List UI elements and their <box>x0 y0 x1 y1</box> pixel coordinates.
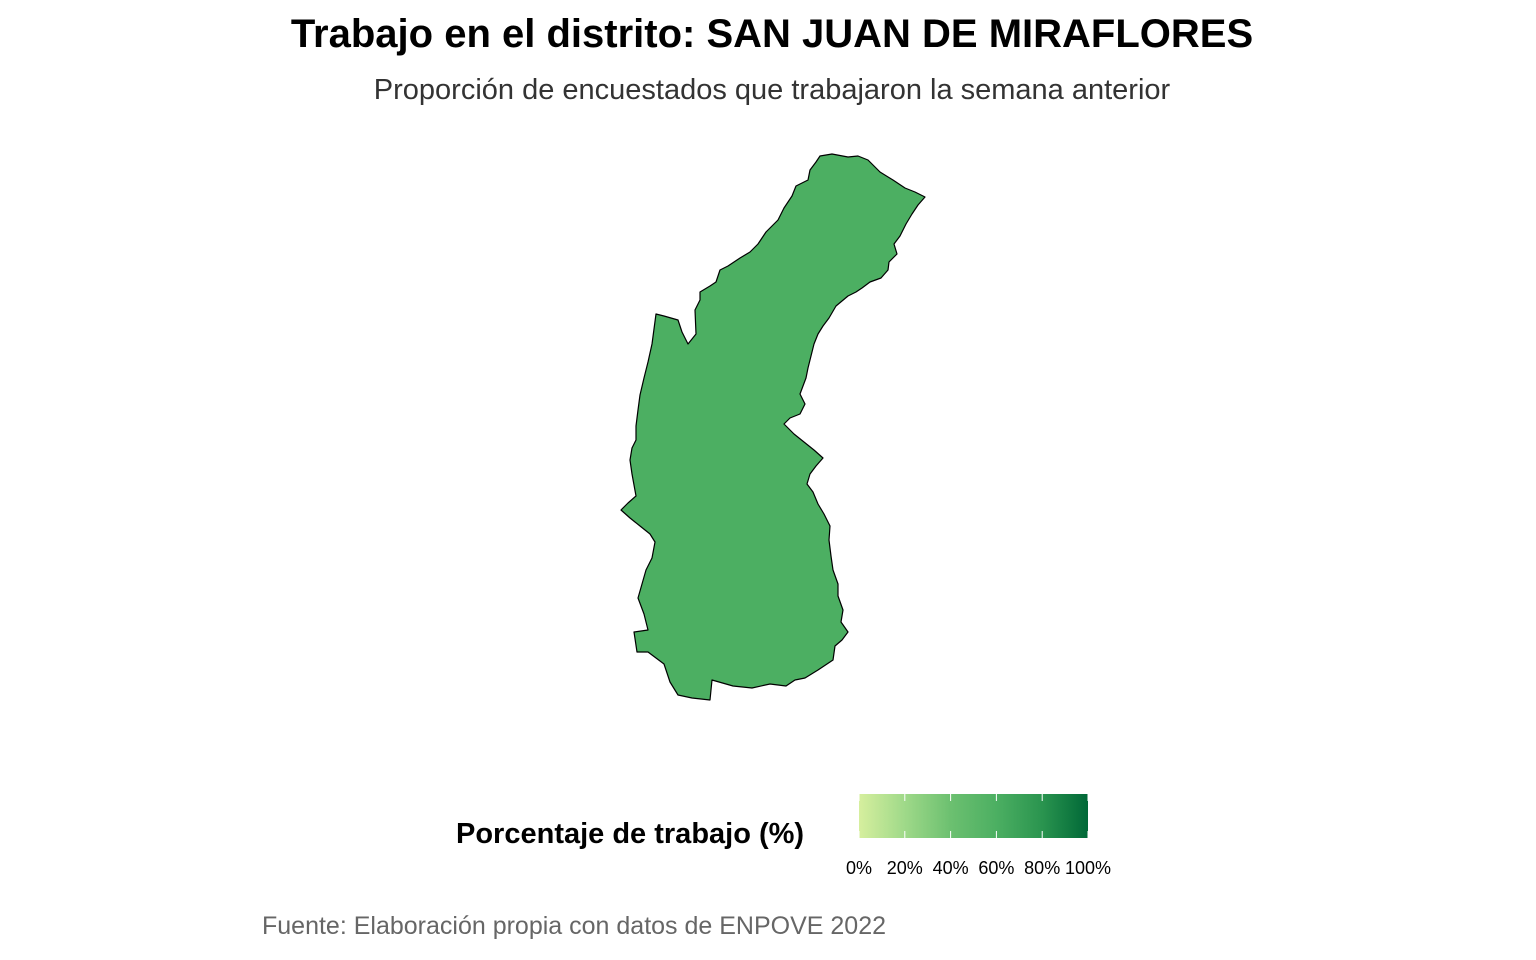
source-caption: Fuente: Elaboración propia con datos de … <box>262 912 887 940</box>
page-subtitle: Proporción de encuestados que trabajaron… <box>373 74 1171 106</box>
legend-tick-label: 40% <box>932 858 969 878</box>
legend-tick-label: 0% <box>845 858 873 878</box>
district-polygon-san-juan-de-miraflores[interactable] <box>620 153 926 701</box>
district-map <box>620 153 926 701</box>
page-title: Trabajo en el distrito: SAN JUAN DE MIRA… <box>290 12 1254 56</box>
legend-tick-label: 100% <box>1064 858 1112 878</box>
legend-tick-label: 20% <box>886 858 923 878</box>
legend-gradient <box>859 794 1088 838</box>
legend-title: Porcentaje de trabajo (%) <box>456 818 805 850</box>
legend-colorbar <box>858 794 1089 838</box>
legend-tick-label: 60% <box>978 858 1015 878</box>
legend-tick-label: 80% <box>1024 858 1061 878</box>
